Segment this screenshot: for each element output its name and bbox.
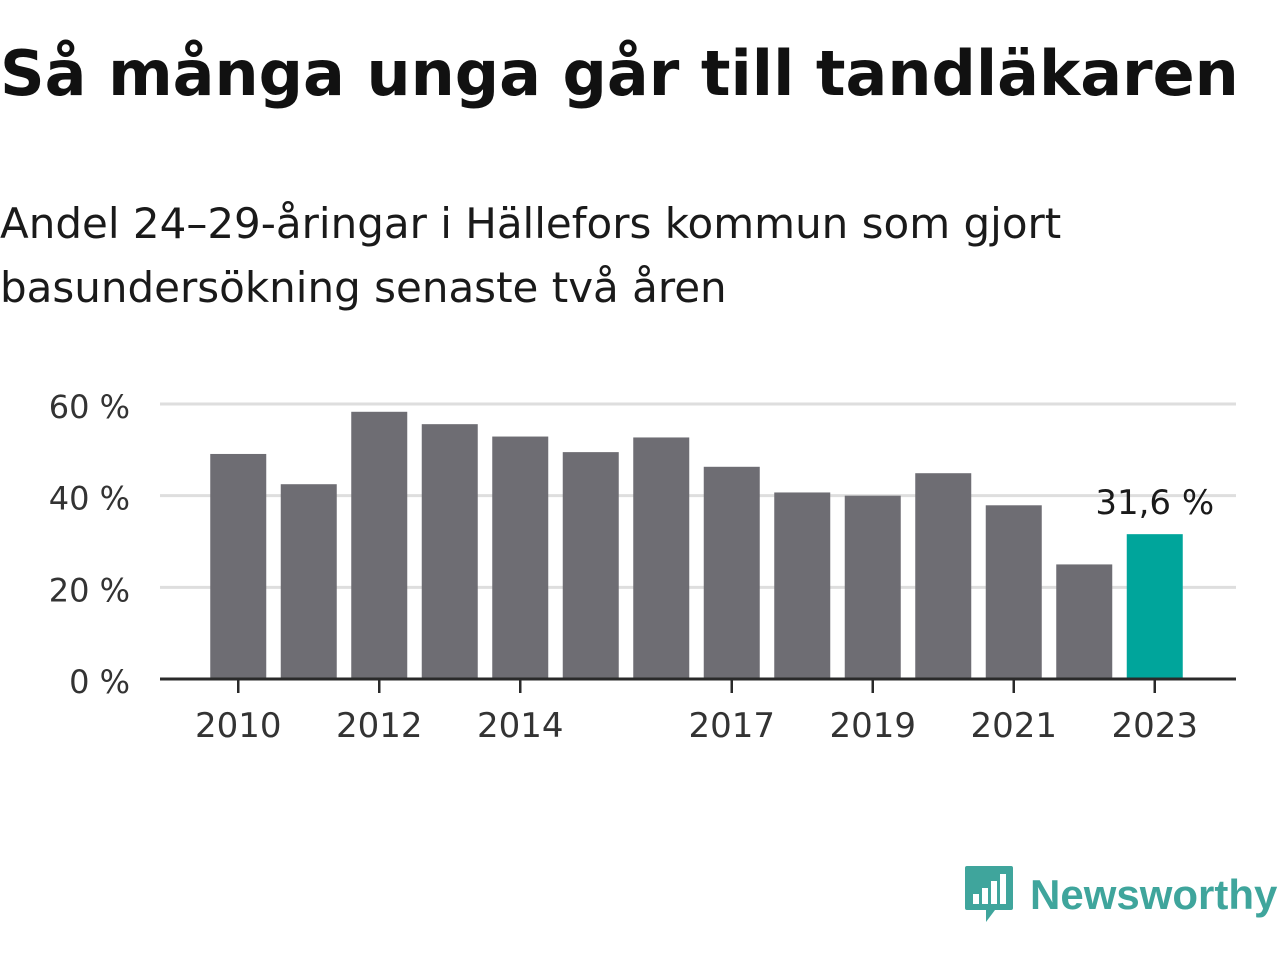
bar-highlighted <box>1126 534 1183 679</box>
bar <box>421 424 478 679</box>
chart-subtitle: Andel 24–29-åringar i Hällefors kommun s… <box>0 199 1062 312</box>
x-tick-label: 2010 <box>195 706 282 746</box>
y-tick-label: 60 % <box>49 388 130 426</box>
x-tick-label: 2021 <box>970 706 1057 746</box>
bar <box>633 437 690 679</box>
bar-chart-speech-bubble-icon <box>965 866 1013 922</box>
bar <box>985 505 1042 679</box>
bar <box>844 495 901 679</box>
y-tick-label: 40 % <box>49 480 130 518</box>
bars <box>210 411 1183 679</box>
bar <box>774 492 831 679</box>
bar <box>492 436 549 679</box>
x-tick-label: 2014 <box>477 706 564 746</box>
bar <box>1056 564 1113 679</box>
bar <box>703 466 760 679</box>
labels: 0 % 20 % 40 % 60 % 31,6 % 2010 2012 2014 2017 201… <box>49 388 1214 746</box>
bar <box>210 453 267 679</box>
x-tick-label: 2017 <box>688 706 775 746</box>
brand-name: Newsworthy <box>1030 871 1278 918</box>
bar <box>562 452 619 679</box>
bar <box>351 411 408 679</box>
bar-chart: 0 % 20 % 40 % 60 % 31,6 % 2010 2012 2014 2017 201… <box>49 388 1236 746</box>
x-tick-label: 2012 <box>336 706 423 746</box>
newsworthy-brand: Newsworthy <box>964 864 1277 926</box>
y-tick-label: 0 % <box>69 663 130 701</box>
x-tick-label: 2023 <box>1111 706 1198 746</box>
bar <box>280 484 337 679</box>
y-tick-label: 20 % <box>49 571 130 609</box>
x-tick-label: 2019 <box>829 706 916 746</box>
axes <box>160 677 1236 693</box>
chart-title: Så många unga går till tandläkaren <box>0 37 1239 110</box>
data-label: 31,6 % <box>1095 483 1214 523</box>
bar <box>915 473 972 679</box>
